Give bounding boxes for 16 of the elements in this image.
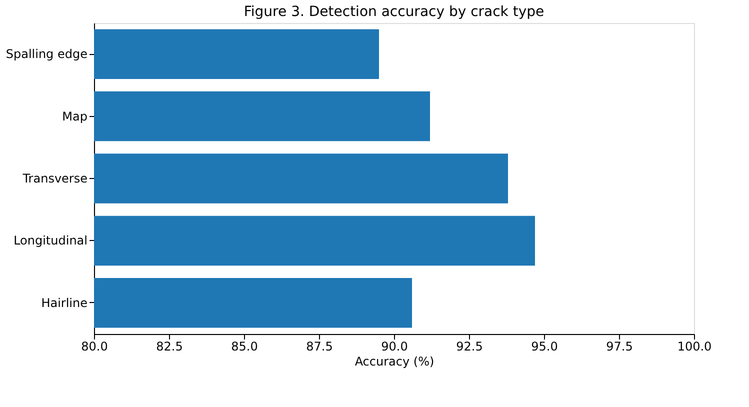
y-tick-label: Transverse [22,172,88,186]
x-tick-label: 92.5 [456,340,483,354]
x-tick-label: 80.0 [81,340,108,354]
y-tick-label: Longitudinal [14,234,88,248]
x-tick-label: 100.0 [677,340,712,354]
chart-title: Figure 3. Detection accuracy by crack type [244,4,544,20]
x-tick-label: 90.0 [381,340,408,354]
x-tick-label: 95.0 [531,340,558,354]
y-tick-label: Hairline [41,296,88,310]
x-tick-label: 82.5 [156,340,183,354]
x-axis-title: Accuracy (%) [354,354,434,368]
y-tick-label: Spalling edge [6,47,88,62]
y-tick-label: Map [62,109,88,124]
x-tick-label: 87.5 [306,340,333,354]
x-tick-label: 85.0 [231,340,258,354]
x-tick-label: 97.5 [606,340,633,354]
